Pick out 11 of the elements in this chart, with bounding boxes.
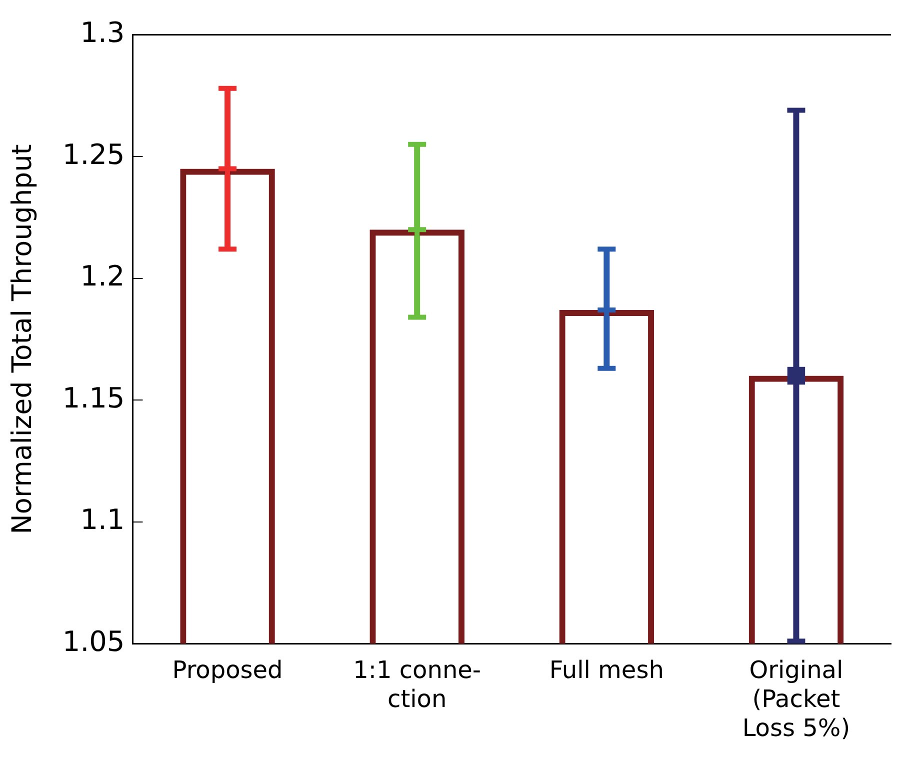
y-tick-label: 1.2 — [80, 260, 125, 293]
x-tick-label: Proposed — [172, 656, 283, 684]
y-tick-label: 1.15 — [62, 381, 125, 414]
x-tick-label: Original (Packet Loss 5%) — [742, 656, 850, 742]
x-tick-label: 1:1 conne- ction — [353, 656, 482, 714]
y-tick-label: 1.25 — [62, 138, 125, 171]
x-tick-label: Full mesh — [549, 656, 664, 684]
y-axis-title: Normalized Total Throughput — [7, 144, 38, 534]
y-tick-label: 1.3 — [80, 16, 125, 50]
y-tick-label: 1.1 — [80, 503, 125, 536]
y-tick-label: 1.05 — [62, 624, 125, 658]
